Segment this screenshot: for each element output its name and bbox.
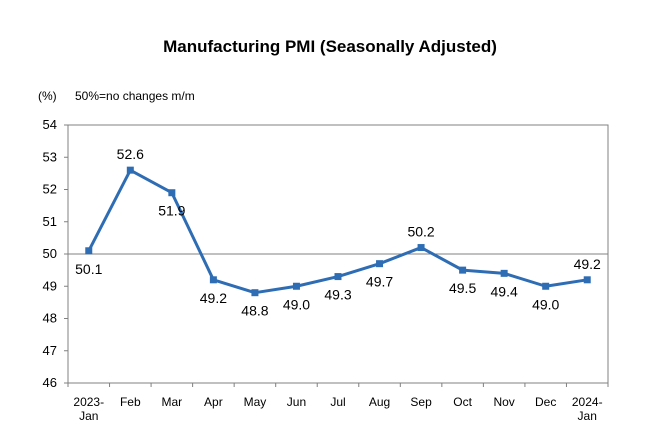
- data-label: 49.0: [283, 296, 310, 312]
- data-point-marker: [168, 189, 176, 197]
- y-tick-label: 53: [43, 149, 57, 164]
- x-tick-label: Jan: [578, 409, 597, 423]
- data-point-marker: [542, 282, 550, 290]
- x-tick-label: 2023-: [73, 395, 104, 409]
- x-tick-label: Sep: [410, 395, 432, 409]
- y-tick-label: 54: [43, 117, 57, 132]
- data-point-marker: [459, 266, 467, 274]
- y-tick-label: 49: [43, 278, 57, 293]
- x-tick-label: Aug: [369, 395, 390, 409]
- data-point-marker: [209, 276, 217, 284]
- data-point-marker: [500, 269, 508, 277]
- y-tick-label: 51: [43, 214, 57, 229]
- x-tick-label: Apr: [204, 395, 223, 409]
- data-label: 49.2: [574, 256, 601, 272]
- chart-title: Manufacturing PMI (Seasonally Adjusted): [163, 37, 497, 56]
- x-tick-label: Oct: [453, 395, 472, 409]
- data-label: 49.7: [366, 274, 393, 290]
- data-point-marker: [376, 260, 384, 268]
- y-tick-label: 52: [43, 182, 57, 197]
- unit-label: (%): [38, 89, 57, 103]
- y-tick-label: 48: [43, 311, 57, 326]
- data-point-marker: [85, 247, 93, 255]
- x-tick-label: Jul: [330, 395, 345, 409]
- data-point-marker: [417, 244, 425, 252]
- x-tick-label: Jun: [287, 395, 306, 409]
- x-tick-label: Jan: [79, 409, 98, 423]
- data-label: 49.3: [324, 287, 351, 303]
- data-point-marker: [292, 282, 300, 290]
- y-tick-label: 46: [43, 375, 57, 390]
- x-tick-label: Mar: [162, 395, 183, 409]
- x-tick-label: Feb: [120, 395, 141, 409]
- data-label: 49.0: [532, 296, 559, 312]
- data-label: 51.9: [158, 203, 185, 219]
- note-label: 50%=no changes m/m: [75, 89, 195, 103]
- data-label: 49.5: [449, 280, 476, 296]
- data-label: 49.2: [200, 290, 227, 306]
- x-tick-label: May: [244, 395, 267, 409]
- x-tick-label: Nov: [493, 395, 514, 409]
- data-point-marker: [583, 276, 591, 284]
- x-tick-label: 2024-: [572, 395, 603, 409]
- data-point-marker: [251, 289, 259, 297]
- x-tick-label: Dec: [535, 395, 556, 409]
- data-label: 48.8: [241, 303, 268, 319]
- data-label: 49.4: [491, 283, 518, 299]
- data-point-marker: [334, 273, 342, 281]
- y-tick-label: 47: [43, 343, 57, 358]
- y-tick-label: 50: [43, 246, 57, 261]
- data-label: 50.2: [407, 224, 434, 240]
- data-point-marker: [126, 166, 134, 174]
- data-label: 52.6: [117, 146, 144, 162]
- data-label: 50.1: [75, 261, 102, 277]
